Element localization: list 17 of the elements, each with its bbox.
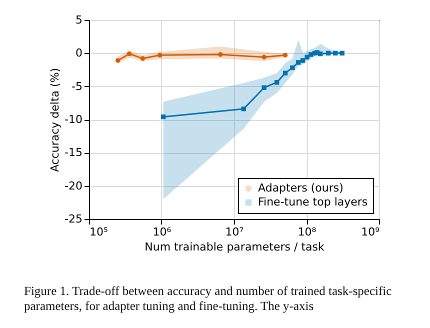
legend-label: Adapters (ours)	[258, 182, 344, 194]
legend-label: Fine-tune top layers	[258, 196, 368, 208]
x-axis-title: Num trainable parameters / task	[144, 240, 325, 254]
x-tick-label: 10⁵	[90, 226, 108, 238]
x-tick-label: 10⁷	[225, 226, 244, 238]
y-tick-label: -25	[64, 212, 82, 226]
x-tick-label: 10⁸	[298, 226, 317, 238]
caption: Figure 1. Trade-off between accuracy and number of trained task-specific parameters, for adapter tuning and fine-tuning. The y-axis	[24, 284, 393, 314]
y-axis-title: Accuracy delta (%)	[48, 68, 62, 172]
y-tick-label: -20	[64, 179, 82, 192]
x-tick-label: 10⁹	[361, 226, 380, 238]
y-tick-label: -5	[72, 80, 82, 93]
y-tick-label: 5	[76, 14, 82, 26]
x-tick-label: 10⁶	[152, 226, 172, 238]
y-tick-label: -15	[64, 146, 82, 160]
y-tick-label: -10	[64, 113, 82, 126]
y-tick-label: 0	[76, 46, 82, 60]
